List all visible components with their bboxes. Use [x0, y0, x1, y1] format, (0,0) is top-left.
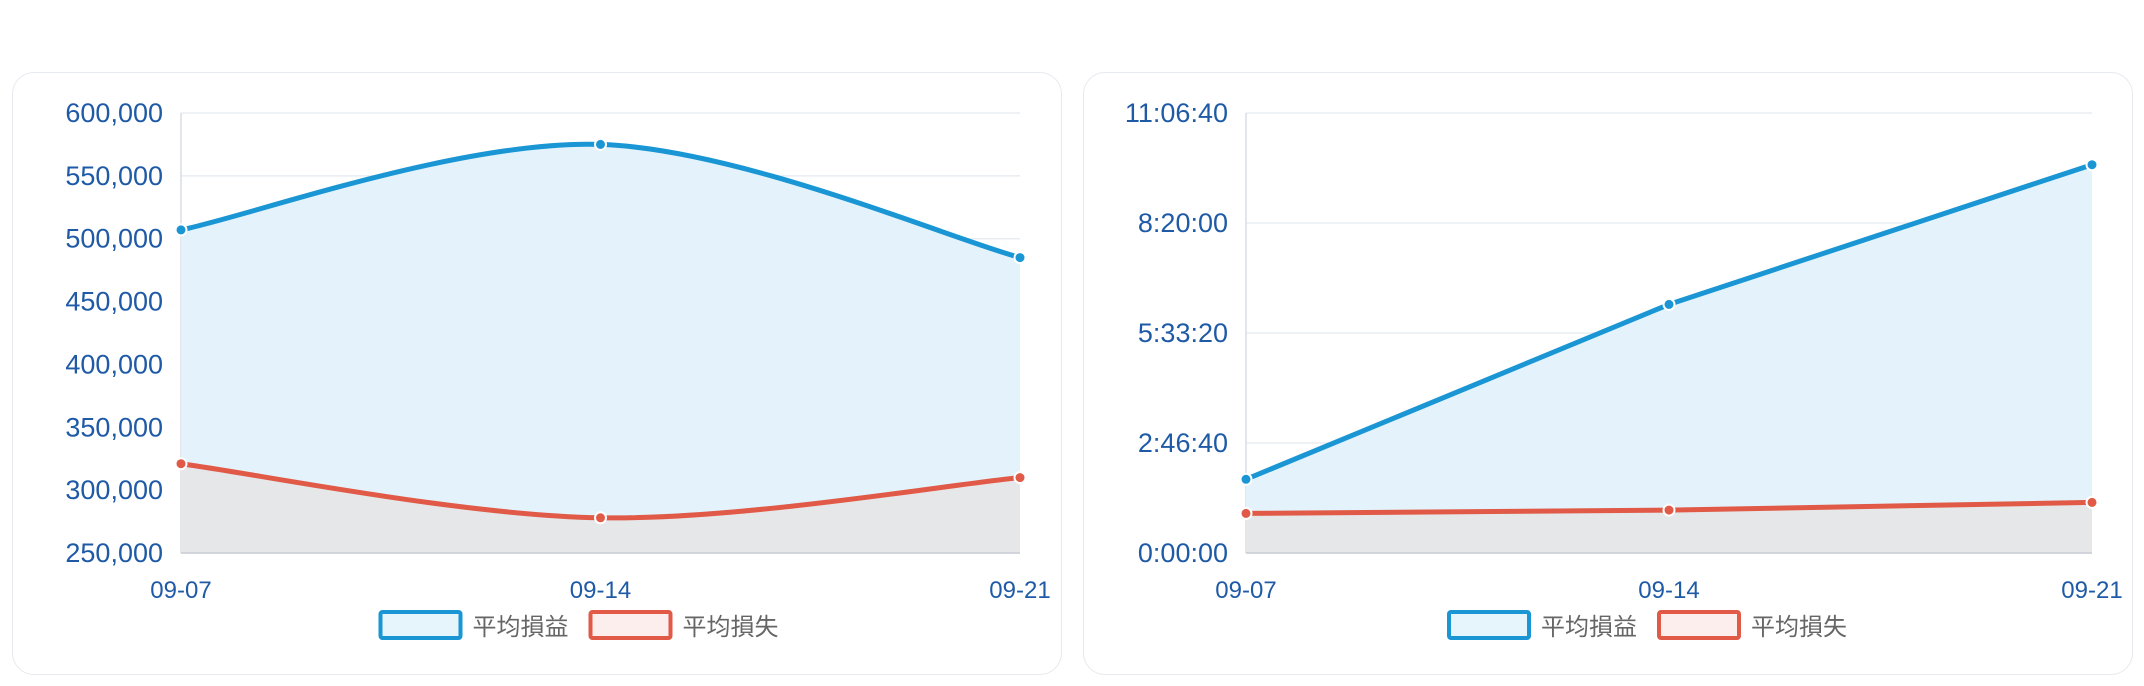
right-area-series-0: [1246, 164, 2092, 553]
right-data-point[interactable]: [1662, 297, 1676, 311]
right-data-point[interactable]: [2085, 495, 2099, 509]
right-area-series-1: [1246, 502, 2092, 553]
left-y-tick-label: 350,000: [65, 412, 163, 442]
right-x-tick-label: 09-14: [1638, 577, 1699, 604]
left-area-series-0: [181, 144, 1020, 553]
right-legend-label-1[interactable]: 平均損失: [1751, 614, 1847, 641]
chart-panel-left: 250,000 300,000 350,000 400,000 450,000 500,0…: [12, 72, 1062, 675]
right-data-point[interactable]: [1662, 503, 1676, 517]
left-legend-label-1[interactable]: 平均損失: [683, 614, 779, 641]
left-legend-label-0[interactable]: 平均損益: [473, 614, 569, 641]
chart-panel-right: 0:00:00 2:46:40 5:33:20 8:20:00 11:06:40 09-0…: [1083, 72, 2133, 675]
right-data-point[interactable]: [1239, 506, 1253, 520]
right-legend-swatch-1[interactable]: [1657, 610, 1741, 640]
left-data-point[interactable]: [174, 457, 188, 471]
left-legend-swatch-1[interactable]: [588, 610, 673, 640]
left-data-point[interactable]: [1013, 471, 1027, 485]
right-y-tick-label: 5:33:20: [1138, 318, 1228, 348]
right-x-tick-label: 09-21: [2061, 577, 2122, 604]
left-x-tick-label: 09-07: [150, 577, 211, 604]
left-y-tick-label: 600,000: [65, 98, 163, 128]
right-legend-swatch-0[interactable]: [1447, 610, 1531, 640]
right-x-tick-label: 09-07: [1215, 577, 1276, 604]
right-y-tick-label: 11:06:40: [1125, 98, 1228, 128]
left-y-tick-label: 300,000: [65, 475, 163, 505]
right-y-tick-label: 0:00:00: [1138, 538, 1228, 568]
left-data-point[interactable]: [594, 511, 607, 525]
left-y-tick-label: 250,000: [65, 538, 163, 568]
left-y-tick-label: 400,000: [65, 349, 163, 379]
left-y-tick-label: 550,000: [65, 161, 163, 191]
left-x-tick-label: 09-21: [989, 577, 1050, 604]
chart-right: 0:00:00 2:46:40 5:33:20 8:20:00 11:06:40 09-0…: [1125, 98, 2123, 641]
right-data-point[interactable]: [2085, 158, 2099, 172]
left-y-tick-label: 450,000: [65, 287, 163, 317]
left-area-series-1: [181, 463, 1020, 553]
chart-left: 250,000 300,000 350,000 400,000 450,000 500,0…: [65, 98, 1050, 641]
right-legend-label-0[interactable]: 平均損益: [1541, 614, 1637, 641]
left-x-tick-label: 09-14: [570, 577, 631, 604]
left-data-point[interactable]: [1013, 251, 1027, 265]
right-data-point[interactable]: [1239, 472, 1253, 486]
right-y-tick-label: 8:20:00: [1138, 208, 1228, 238]
left-legend-swatch-0[interactable]: [378, 610, 463, 640]
left-y-tick-label: 500,000: [65, 224, 163, 254]
left-data-point[interactable]: [594, 137, 607, 151]
right-y-tick-label: 2:46:40: [1138, 428, 1228, 458]
left-data-point[interactable]: [174, 223, 188, 237]
